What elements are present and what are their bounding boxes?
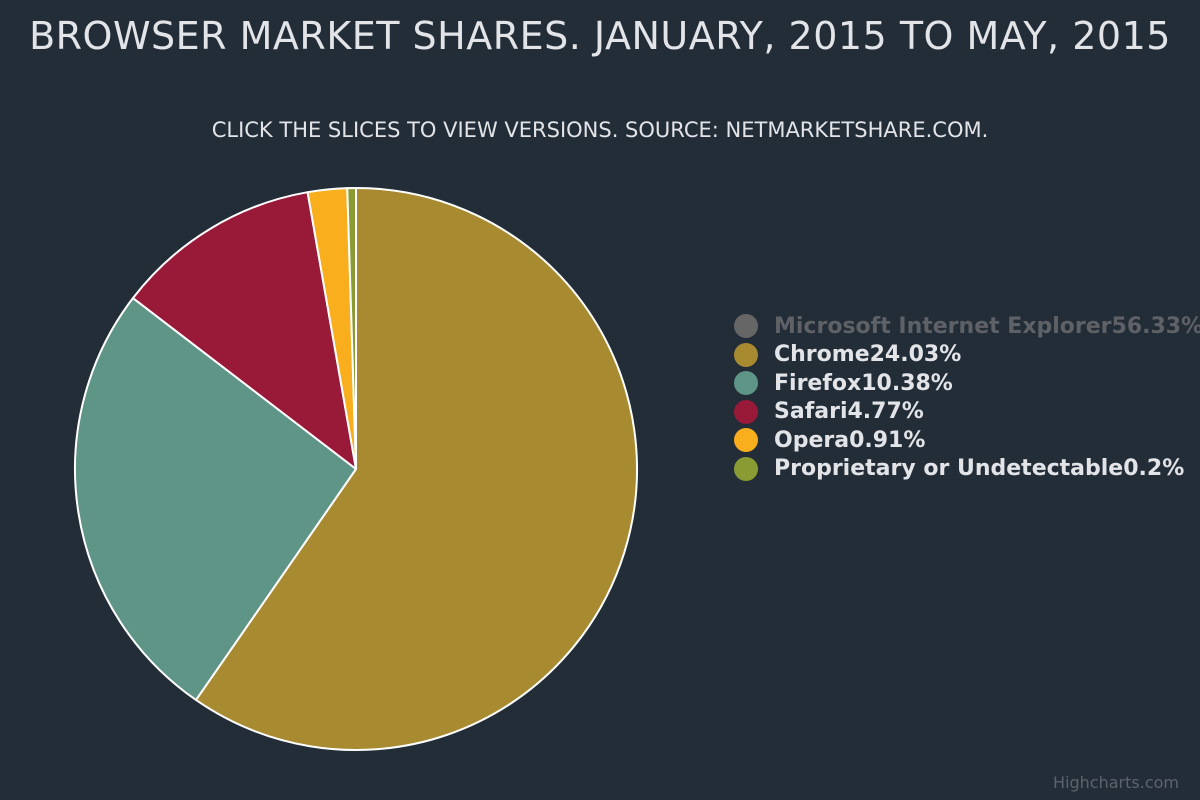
- legend-series-name: Chrome: [774, 342, 870, 368]
- legend-marker: [734, 428, 758, 453]
- legend-series-value: 0.91%: [849, 427, 926, 453]
- legend-series-name: Firefox: [774, 370, 862, 396]
- legend-series-name: Safari: [774, 399, 848, 425]
- legend-label: Chrome24.03%: [774, 342, 961, 367]
- legend-series-value: 4.77%: [847, 399, 924, 425]
- legend-marker: [734, 371, 758, 396]
- legend-item-chrome[interactable]: Chrome24.03%: [734, 341, 1200, 370]
- chart-title: BROWSER MARKET SHARES. JANUARY, 2015 TO …: [29, 14, 1171, 58]
- legend-item-opera[interactable]: Opera0.91%: [734, 426, 1200, 455]
- legend-item-firefox[interactable]: Firefox10.38%: [734, 369, 1200, 398]
- legend: Microsoft Internet Explorer56.33% Chrome2…: [734, 312, 1200, 483]
- legend-series-name: Opera: [774, 427, 850, 453]
- pie-slice-proprietary-or-undetectable[interactable]: [346, 187, 357, 470]
- legend-series-value: 10.38%: [861, 370, 953, 396]
- legend-label: Microsoft Internet Explorer56.33%: [774, 314, 1200, 339]
- legend-item-safari[interactable]: Safari4.77%: [734, 398, 1200, 427]
- legend-marker: [734, 342, 758, 367]
- legend-label: Firefox10.38%: [774, 371, 953, 396]
- legend-label: Opera0.91%: [774, 428, 925, 453]
- credits-link[interactable]: Highcharts.com: [1053, 773, 1179, 792]
- pie-slice-firefox[interactable]: [74, 297, 357, 701]
- chart-subtitle: CLICK THE SLICES TO VIEW VERSIONS. SOURC…: [211, 118, 989, 142]
- legend-item-proprietary-or-undetectable[interactable]: Proprietary or Undetectable0.2%: [734, 455, 1200, 484]
- legend-marker: [734, 456, 758, 481]
- legend-marker: [734, 399, 758, 424]
- legend-item-microsoft-internet-explorer[interactable]: Microsoft Internet Explorer56.33%: [734, 312, 1200, 341]
- legend-series-value: 56.33%: [1111, 313, 1200, 339]
- legend-series-value: 0.2%: [1123, 456, 1185, 482]
- pie-slice-chrome[interactable]: [194, 187, 638, 751]
- legend-marker: [734, 314, 758, 339]
- legend-series-name: Proprietary or Undetectable: [774, 456, 1124, 482]
- legend-label: Proprietary or Undetectable0.2%: [774, 456, 1184, 481]
- legend-label: Safari4.77%: [774, 399, 924, 424]
- pie-slice-safari[interactable]: [131, 191, 357, 470]
- legend-series-name: Microsoft Internet Explorer: [774, 313, 1112, 339]
- legend-series-value: 24.03%: [869, 342, 962, 368]
